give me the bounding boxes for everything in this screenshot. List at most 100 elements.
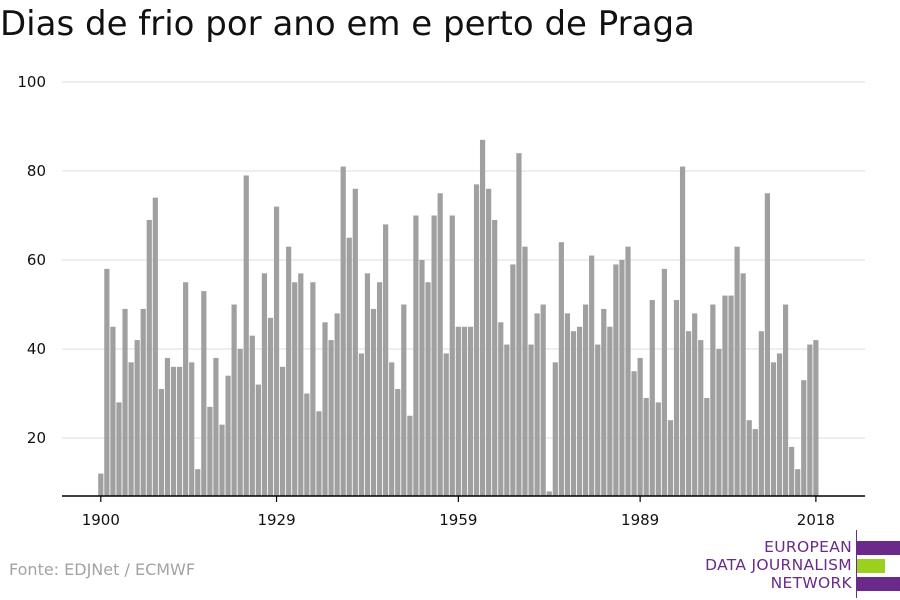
bar-1938 bbox=[328, 340, 334, 496]
bar-1961 bbox=[467, 326, 474, 496]
bar-1976 bbox=[558, 242, 564, 496]
bar-1978 bbox=[570, 331, 577, 496]
bar-1926 bbox=[255, 384, 261, 496]
bar-2002 bbox=[716, 349, 722, 496]
bar-1925 bbox=[249, 335, 255, 496]
bar-1948 bbox=[389, 362, 395, 496]
x-tick-label: 1959 bbox=[439, 511, 477, 529]
bar-1919 bbox=[213, 357, 219, 496]
bar-1936 bbox=[316, 411, 322, 496]
bar-1928 bbox=[267, 317, 274, 496]
bar-1989 bbox=[637, 357, 643, 496]
x-tick-label: 1900 bbox=[82, 511, 120, 529]
logo-divider bbox=[856, 530, 857, 598]
bar-2009 bbox=[758, 331, 764, 496]
y-tick-label: 40 bbox=[27, 340, 46, 358]
bar-1979 bbox=[576, 326, 583, 496]
bar-1944 bbox=[364, 273, 371, 496]
y-tick-label: 80 bbox=[27, 162, 46, 180]
source-note: Fonte: EDJNet / ECMWF bbox=[9, 560, 196, 579]
bar-1997 bbox=[686, 331, 692, 496]
logo-line-2: DATA JOURNALISM bbox=[705, 556, 852, 574]
bar-1974 bbox=[546, 491, 552, 496]
bar-2014 bbox=[789, 446, 795, 496]
bar-1973 bbox=[540, 304, 546, 496]
bar-1971 bbox=[528, 344, 534, 496]
bar-2015 bbox=[795, 469, 801, 496]
bar-1962 bbox=[473, 184, 480, 496]
bar-1933 bbox=[298, 273, 304, 496]
bar-1955 bbox=[431, 215, 437, 496]
bar-1904 bbox=[122, 308, 128, 496]
bar-1918 bbox=[207, 406, 213, 496]
bar-1939 bbox=[334, 313, 340, 496]
edjnet-logo[interactable]: EUROPEAN DATA JOURNALISM NETWORK bbox=[705, 530, 900, 598]
bar-1986 bbox=[619, 260, 625, 496]
bar-1920 bbox=[219, 424, 225, 496]
bar-1968 bbox=[510, 264, 516, 496]
bar-1943 bbox=[358, 353, 364, 496]
bar-1981 bbox=[589, 255, 595, 496]
bar-1983 bbox=[601, 308, 607, 496]
bar-1972 bbox=[534, 313, 540, 496]
bar-1949 bbox=[395, 389, 401, 496]
bar-1964 bbox=[486, 188, 492, 497]
bar-1937 bbox=[322, 322, 328, 496]
y-axis-ticks: 20 40 60 80 100 bbox=[17, 73, 46, 447]
bar-1980 bbox=[583, 304, 589, 496]
logo-line-3: NETWORK bbox=[770, 574, 852, 592]
bar-1903 bbox=[116, 402, 122, 496]
bar-1977 bbox=[564, 313, 571, 496]
bar-1994 bbox=[667, 420, 674, 496]
bar-1908 bbox=[146, 219, 152, 496]
bar-1970 bbox=[522, 246, 528, 496]
bar-1952 bbox=[413, 215, 419, 496]
logo-bar-purple-top bbox=[857, 541, 900, 555]
bar-1900 bbox=[98, 473, 104, 496]
logo-bar-green bbox=[857, 559, 885, 573]
bar-1934 bbox=[304, 393, 310, 496]
bar-1960 bbox=[461, 326, 467, 496]
bar-1914 bbox=[183, 282, 189, 496]
bar-1982 bbox=[595, 344, 601, 496]
bar-1923 bbox=[237, 349, 243, 496]
bar-2011 bbox=[770, 362, 777, 496]
y-tick-label: 60 bbox=[27, 251, 46, 269]
y-tick-label: 20 bbox=[27, 429, 46, 447]
bar-1959 bbox=[455, 326, 461, 496]
x-axis-ticks: 1900 1929 1959 1989 2018 bbox=[82, 496, 835, 529]
bar-1935 bbox=[310, 282, 316, 496]
bar-1965 bbox=[492, 219, 498, 496]
bar-1993 bbox=[661, 268, 667, 496]
bar-1963 bbox=[479, 139, 486, 496]
bar-2012 bbox=[776, 353, 783, 496]
bar-1941 bbox=[346, 237, 352, 496]
logo-line-1: EUROPEAN bbox=[764, 538, 852, 556]
bar-2016 bbox=[801, 380, 807, 496]
bar-1985 bbox=[613, 264, 619, 496]
x-tick-label: 1989 bbox=[621, 511, 659, 529]
bar-1967 bbox=[504, 344, 510, 496]
bar-1956 bbox=[437, 193, 443, 496]
bar-1901 bbox=[104, 268, 110, 496]
bar-1942 bbox=[352, 188, 358, 497]
bar-1992 bbox=[655, 402, 661, 496]
x-tick-label: 2018 bbox=[797, 511, 835, 529]
bar-1958 bbox=[449, 215, 455, 496]
bar-1987 bbox=[625, 246, 631, 496]
bar-1913 bbox=[176, 366, 183, 496]
bar-1909 bbox=[152, 197, 158, 496]
bar-1984 bbox=[607, 326, 613, 496]
bar-1957 bbox=[443, 353, 449, 496]
bar-1916 bbox=[195, 469, 201, 496]
x-tick-label: 1929 bbox=[257, 511, 295, 529]
bar-1966 bbox=[498, 322, 504, 496]
bar-1950 bbox=[401, 304, 407, 496]
bar-1946 bbox=[376, 282, 383, 496]
logo-bar-purple-bottom bbox=[857, 577, 900, 591]
bar-2004 bbox=[728, 295, 734, 496]
bar-2008 bbox=[752, 429, 758, 496]
chart-title: Dias de frio por ano em e perto de Praga bbox=[0, 4, 695, 44]
bars bbox=[98, 139, 819, 497]
